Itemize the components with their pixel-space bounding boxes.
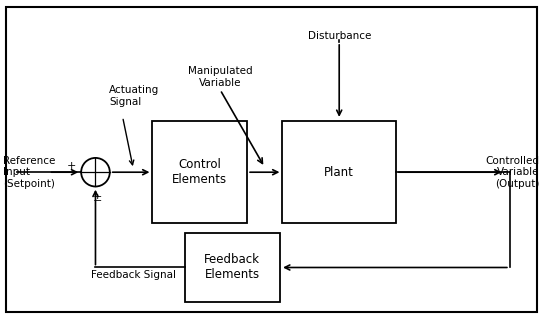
- Bar: [185, 233, 280, 302]
- Text: +: +: [66, 161, 75, 172]
- Text: Controlled
Variable
(Output): Controlled Variable (Output): [485, 156, 540, 189]
- Text: Plant: Plant: [324, 166, 354, 179]
- Text: Feedback
Elements: Feedback Elements: [204, 254, 260, 281]
- Text: Disturbance: Disturbance: [307, 31, 371, 41]
- Text: Reference
Input
(Setpoint): Reference Input (Setpoint): [3, 156, 56, 189]
- Bar: [153, 122, 247, 223]
- Ellipse shape: [81, 158, 110, 187]
- Text: Control
Elements: Control Elements: [172, 158, 228, 186]
- Text: Feedback Signal: Feedback Signal: [91, 271, 176, 280]
- Text: Manipulated
Variable: Manipulated Variable: [188, 66, 252, 88]
- Text: Actuating
Signal: Actuating Signal: [109, 85, 159, 107]
- Text: ±: ±: [93, 193, 102, 203]
- Bar: [282, 122, 396, 223]
